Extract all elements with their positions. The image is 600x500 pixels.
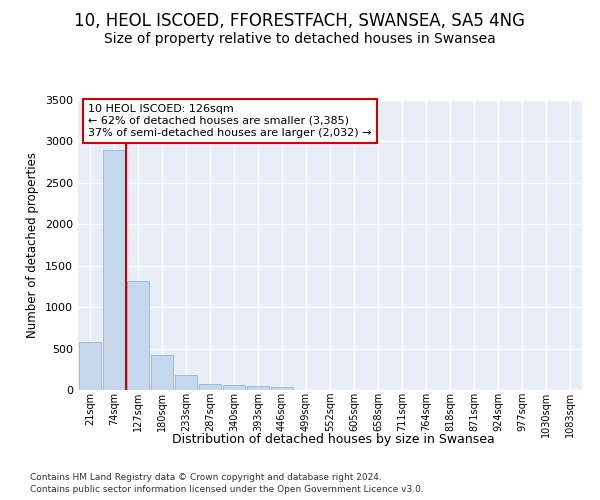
Bar [223, 386, 245, 390]
Bar [247, 386, 269, 390]
Bar [271, 386, 293, 390]
Bar [175, 374, 197, 390]
Bar [103, 150, 125, 390]
Text: Distribution of detached houses by size in Swansea: Distribution of detached houses by size … [172, 432, 494, 446]
Bar [79, 342, 101, 390]
Bar [151, 355, 173, 390]
Text: Contains HM Land Registry data © Crown copyright and database right 2024.: Contains HM Land Registry data © Crown c… [30, 472, 382, 482]
Bar [199, 384, 221, 390]
Text: 10 HEOL ISCOED: 126sqm
← 62% of detached houses are smaller (3,385)
37% of semi-: 10 HEOL ISCOED: 126sqm ← 62% of detached… [88, 104, 371, 138]
Text: 10, HEOL ISCOED, FFORESTFACH, SWANSEA, SA5 4NG: 10, HEOL ISCOED, FFORESTFACH, SWANSEA, S… [74, 12, 526, 30]
Text: Size of property relative to detached houses in Swansea: Size of property relative to detached ho… [104, 32, 496, 46]
Bar [127, 280, 149, 390]
Y-axis label: Number of detached properties: Number of detached properties [26, 152, 40, 338]
Text: Contains public sector information licensed under the Open Government Licence v3: Contains public sector information licen… [30, 485, 424, 494]
